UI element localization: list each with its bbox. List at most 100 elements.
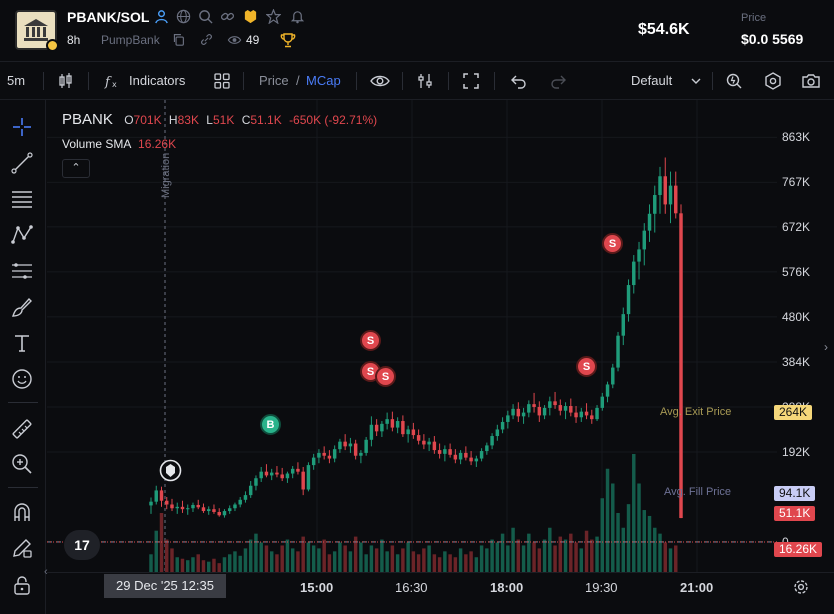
candle-body: [574, 412, 578, 418]
volume-bar: [569, 533, 573, 572]
settings-sliders-icon[interactable]: [416, 72, 434, 90]
sell-marker[interactable]: S: [375, 366, 396, 387]
zoom-in-icon[interactable]: [11, 453, 33, 475]
price-toggle[interactable]: Price: [259, 73, 289, 88]
layout-selector[interactable]: Default: [631, 73, 673, 88]
collapse-toolbar-arrow-icon[interactable]: ‹: [44, 566, 48, 578]
trend-line-icon[interactable]: [11, 152, 33, 174]
buy-marker[interactable]: B: [260, 414, 281, 435]
candle-body: [448, 449, 452, 455]
drawing-toolbar: ‹: [0, 100, 48, 614]
expand-right-arrow-icon[interactable]: ›: [824, 340, 828, 354]
sell-marker[interactable]: S: [360, 330, 381, 351]
volume-bar: [674, 545, 678, 572]
candle-body: [563, 406, 568, 411]
price-axis-label: 576K: [782, 264, 811, 279]
token-logo[interactable]: [15, 10, 59, 52]
sell-marker[interactable]: S: [602, 233, 623, 254]
candle-body: [306, 465, 311, 490]
volume-bar: [495, 542, 500, 572]
lock-icon[interactable]: [11, 574, 33, 596]
horizontal-lines-icon[interactable]: [11, 188, 33, 210]
settings-gear-icon[interactable]: [764, 72, 782, 90]
bell-icon[interactable]: [290, 9, 305, 24]
link-icon[interactable]: [220, 9, 235, 24]
candle-body: [280, 474, 284, 479]
mcap-toggle[interactable]: MCap: [306, 73, 341, 88]
trophy-icon[interactable]: [280, 32, 296, 48]
eye-icon[interactable]: [370, 72, 390, 90]
magnet-icon[interactable]: [11, 501, 33, 523]
candle-body: [301, 471, 305, 490]
volume-bar: [632, 454, 636, 572]
chevron-down-icon[interactable]: [690, 72, 702, 90]
indicators-button[interactable]: Indicators: [129, 73, 186, 88]
quick-search-icon[interactable]: [725, 72, 743, 90]
volume-bar: [516, 539, 521, 572]
volume-bar: [406, 542, 410, 572]
volume-bar: [175, 557, 179, 572]
lion-icon[interactable]: [243, 9, 258, 24]
candle-body: [626, 285, 631, 315]
volume-bar: [180, 558, 185, 572]
globe-icon[interactable]: [176, 9, 191, 24]
candle-body: [217, 511, 221, 516]
candle-body: [469, 457, 473, 462]
price-axis[interactable]: 863K767K672K576K480K384K288K192K0: [777, 100, 834, 572]
time-axis-label: 15:00: [300, 580, 334, 595]
volume-bar: [427, 545, 431, 572]
candle-body: [322, 452, 326, 456]
emoji-icon[interactable]: [11, 368, 33, 390]
legend-low-value: 51K: [212, 113, 235, 127]
tradingview-logo[interactable]: 17: [64, 530, 100, 560]
crosshair-icon[interactable]: [11, 116, 33, 138]
search-icon[interactable]: [198, 9, 213, 24]
candle-body: [338, 441, 342, 450]
candle-body: [427, 441, 431, 445]
candle-body: [579, 411, 584, 418]
layout-grid-icon[interactable]: [213, 72, 231, 90]
volume-bar: [238, 555, 242, 572]
pencil-lock-icon[interactable]: [11, 537, 33, 559]
time-axis-label: 19:30: [585, 580, 618, 595]
interval-selector[interactable]: 5m: [7, 73, 26, 88]
candle-body: [679, 213, 683, 519]
volume-bar: [416, 554, 421, 572]
candle-body: [206, 509, 211, 512]
user-icon[interactable]: [154, 9, 169, 24]
token-pair[interactable]: PBANK/SOL: [67, 9, 150, 25]
fullscreen-icon[interactable]: [462, 72, 480, 90]
copy-icon[interactable]: [172, 33, 185, 46]
redo-icon[interactable]: [549, 72, 567, 90]
text-tool-icon[interactable]: [11, 332, 33, 354]
volume-bar: [369, 545, 374, 572]
candle-type-icon[interactable]: [57, 72, 75, 90]
volume-bar: [385, 551, 389, 572]
candle-body: [621, 314, 626, 336]
collapse-legend-button[interactable]: ⌃: [62, 159, 90, 178]
fib-retracement-icon[interactable]: [11, 260, 33, 282]
axis-settings-icon[interactable]: [793, 579, 809, 595]
candle-body: [154, 490, 158, 502]
pattern-icon[interactable]: [11, 224, 33, 246]
time-axis[interactable]: 29 Dec '25 12:35 15:00 16:30 18:00 19:30 21:…: [47, 572, 834, 602]
price-chart[interactable]: [47, 100, 777, 572]
ruler-icon[interactable]: [11, 418, 33, 440]
candle-body: [632, 261, 636, 286]
migration-icon[interactable]: [159, 459, 182, 482]
link-chain-icon[interactable]: [200, 33, 213, 46]
sell-marker[interactable]: S: [576, 356, 597, 377]
brush-icon[interactable]: [11, 296, 33, 318]
volume-bar: [306, 542, 311, 572]
camera-icon[interactable]: [801, 72, 821, 90]
price-axis-label: 672K: [782, 219, 811, 234]
volume-bar: [453, 557, 458, 572]
undo-icon[interactable]: [510, 72, 528, 90]
token-age: 8h: [67, 33, 81, 47]
star-icon[interactable]: [266, 9, 281, 24]
volume-bar: [201, 560, 206, 572]
candle-body: [432, 441, 437, 451]
legend-open-label: O: [124, 113, 134, 127]
